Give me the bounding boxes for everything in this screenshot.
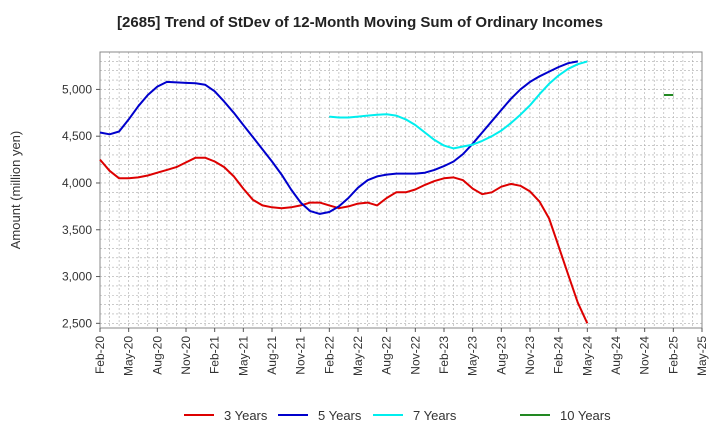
- grid-lines: [99, 51, 703, 328]
- x-tick-label: Feb-23: [437, 336, 451, 374]
- legend-item: 5 Years: [278, 408, 362, 423]
- chart-title: [2685] Trend of StDev of 12-Month Moving…: [117, 14, 603, 31]
- legend-label: 7 Years: [413, 408, 457, 423]
- x-tick-labels: Feb-20 May-20 Aug-20 Nov-20 Feb-21 May-21 Aug-…: [93, 328, 709, 376]
- x-tick-label: Nov-24: [638, 336, 652, 375]
- y-tick-label: 5,000: [62, 82, 92, 96]
- x-tick-label: Aug-22: [380, 336, 394, 375]
- plot-frame: [99, 51, 703, 329]
- y-tick-labels: 2,500 3,000 3,500 4,000 4,500 5,000: [62, 82, 100, 330]
- y-tick-label: 4,500: [62, 129, 92, 143]
- legend-item: 10 Years: [520, 408, 611, 423]
- series-line-7-years: [329, 60, 588, 150]
- x-tick-label: Aug-23: [494, 336, 508, 375]
- legend-item: 3 Years: [184, 408, 268, 423]
- x-tick-label: May-25: [695, 336, 709, 376]
- x-tick-label: May-22: [351, 336, 365, 376]
- series-lines: [99, 60, 674, 324]
- y-tick-label: 3,500: [62, 223, 92, 237]
- y-tick-label: 2,500: [62, 316, 92, 330]
- x-tick-label: May-21: [236, 336, 250, 376]
- legend-label: 3 Years: [224, 408, 268, 423]
- x-tick-label: Nov-21: [294, 336, 308, 375]
- x-tick-label: Feb-22: [322, 336, 336, 374]
- series-line-3-years: [99, 156, 589, 324]
- x-tick-label: Feb-24: [552, 336, 566, 374]
- x-tick-label: Aug-24: [609, 336, 623, 375]
- legend-label: 5 Years: [318, 408, 362, 423]
- x-tick-label: Feb-20: [93, 336, 107, 374]
- y-tick-label: 3,000: [62, 270, 92, 284]
- legend-item: 7 Years: [373, 408, 457, 423]
- y-tick-label: 4,000: [62, 176, 92, 190]
- x-tick-label: Aug-21: [265, 336, 279, 375]
- x-tick-label: Nov-20: [179, 336, 193, 375]
- x-tick-label: Feb-25: [666, 336, 680, 374]
- x-tick-label: May-23: [466, 336, 480, 376]
- x-tick-label: Feb-21: [208, 336, 222, 374]
- legend: 3 Years 5 Years 7 Years 10 Years: [184, 408, 611, 423]
- series-line-5-years: [99, 60, 578, 215]
- x-tick-label: Nov-22: [408, 336, 422, 375]
- x-tick-label: May-20: [122, 336, 136, 376]
- y-axis-label: Amount (million yen): [8, 131, 23, 250]
- x-tick-label: Nov-23: [523, 336, 537, 375]
- x-tick-label: Aug-20: [150, 336, 164, 375]
- legend-label: 10 Years: [560, 408, 611, 423]
- x-tick-label: May-24: [580, 336, 594, 376]
